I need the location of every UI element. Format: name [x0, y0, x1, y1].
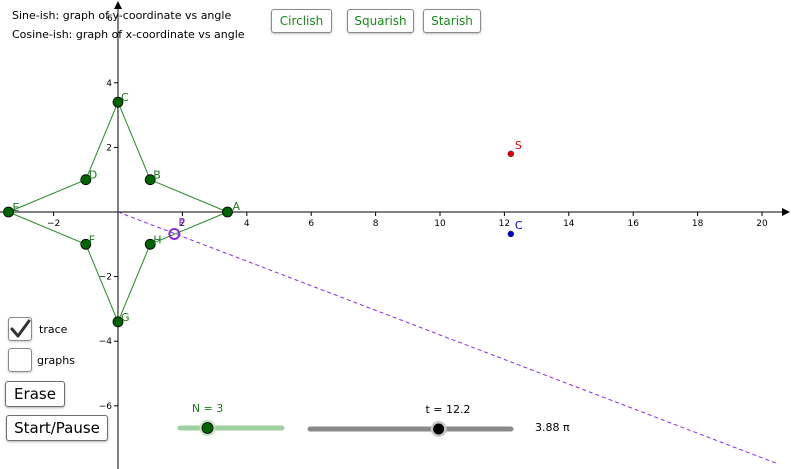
- star-vertex-h[interactable]: [144, 238, 156, 250]
- y-tick-label: −2: [99, 273, 112, 283]
- x-tick-label: 10: [434, 219, 446, 229]
- y-tick-label: 4: [106, 79, 112, 89]
- star-edge: [117, 101, 151, 180]
- angle-ray: [117, 211, 779, 465]
- x-tick-label: 18: [692, 219, 704, 229]
- sine-point: [507, 150, 515, 158]
- y-tick-label: 2: [106, 143, 112, 153]
- graphs-label: graphs: [37, 354, 75, 367]
- star-vertex-d[interactable]: [80, 174, 92, 186]
- vertex-label-g: G: [121, 311, 130, 324]
- graphs-checkbox[interactable]: [8, 348, 32, 372]
- y-tick-label: −6: [99, 402, 113, 412]
- n-slider-label: N = 3: [192, 402, 223, 415]
- x-tick-label: 6: [308, 219, 314, 229]
- x-tick-label: 16: [627, 219, 639, 229]
- vertex-label-d: D: [89, 169, 97, 182]
- vertex-label-h: H: [153, 233, 161, 246]
- vertex-label-a: A: [232, 200, 240, 213]
- t-pi-readout: 3.88 π: [535, 421, 570, 434]
- star-vertex-a[interactable]: [222, 206, 233, 218]
- trace-label: trace: [39, 323, 68, 336]
- star-edge: [150, 211, 228, 245]
- cosine-caption: Cosine-ish: graph of x-coordinate vs ang…: [12, 28, 245, 41]
- cosine-point: [507, 230, 515, 238]
- vertex-label-e: E: [13, 201, 20, 214]
- x-tick-label: 12: [499, 219, 510, 229]
- trace-checkbox[interactable]: [8, 317, 32, 341]
- y-tick-label: −4: [99, 337, 113, 347]
- start-pause-button[interactable]: Start/Pause: [6, 415, 108, 441]
- star-edge: [117, 244, 151, 323]
- x-tick-label: 14: [563, 219, 575, 229]
- star-vertex-c[interactable]: [112, 96, 124, 108]
- moving-point-p[interactable]: [168, 227, 181, 240]
- star-vertex-f[interactable]: [80, 238, 92, 250]
- vertex-label-c: C: [121, 91, 129, 104]
- points-layer: A B C D E F G H P S C: [3, 91, 523, 328]
- checkmark-icon: [10, 319, 31, 338]
- star-vertex-e[interactable]: [3, 206, 14, 218]
- y-axis-arrow-icon: [114, 1, 122, 9]
- ray-layer: [117, 211, 779, 465]
- erase-button[interactable]: Erase: [5, 381, 65, 407]
- star-vertex-b[interactable]: [144, 174, 156, 186]
- star-shape: [8, 101, 228, 323]
- moving-point-label: P: [178, 216, 185, 229]
- x-tick-label: 8: [373, 219, 379, 229]
- squarish-button[interactable]: Squarish: [347, 9, 414, 33]
- star-edge: [85, 244, 119, 323]
- x-tick-label: 4: [244, 219, 250, 229]
- vertex-label-b: B: [153, 169, 161, 182]
- star-edge: [150, 179, 228, 213]
- vertex-label-f: F: [89, 233, 95, 246]
- x-tick-label: −2: [47, 219, 60, 229]
- sine-point-label: S: [515, 139, 522, 152]
- y-tick-label-top: 6: [107, 14, 113, 24]
- sine-caption: Sine-ish: graph of y-coordinate vs angle: [12, 9, 232, 22]
- star-edge: [8, 211, 86, 245]
- star-edge: [8, 179, 86, 213]
- x-axis-arrow-icon: [782, 208, 790, 216]
- star-edge: [85, 101, 119, 180]
- cosine-point-label: C: [515, 219, 523, 232]
- star-vertex-g[interactable]: [112, 316, 124, 328]
- t-slider-handle[interactable]: [433, 423, 445, 435]
- x-tick-label: 20: [756, 219, 768, 229]
- starish-button[interactable]: Starish: [423, 9, 481, 33]
- n-slider-handle[interactable]: [201, 422, 214, 434]
- circlish-button[interactable]: Circlish: [271, 9, 332, 33]
- x-tick-label: 2: [180, 219, 186, 229]
- t-slider-label: t = 12.2: [425, 403, 470, 416]
- slider-layer: N = 3 t = 12.2 3.88 π: [177, 402, 570, 437]
